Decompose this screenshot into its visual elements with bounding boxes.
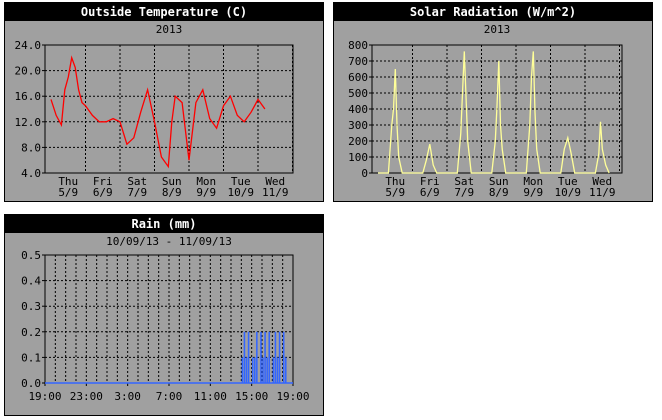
x-tick-day: Mon <box>523 175 543 188</box>
series-line <box>378 51 610 174</box>
x-tick-day: Sun <box>489 175 509 188</box>
x-tick-day: Sun <box>162 175 182 188</box>
y-tick-label: 24.0 <box>15 39 42 52</box>
x-tick-date: 9/9 <box>196 186 216 199</box>
x-tick-day: Thu <box>385 175 405 188</box>
x-tick-date: 7/9 <box>454 186 474 199</box>
rain-bar <box>253 357 256 383</box>
rain-bar <box>264 331 266 383</box>
x-tick-label: 11:00 <box>194 390 227 403</box>
rain-bar <box>274 331 277 383</box>
x-tick-day: Tue <box>231 175 251 188</box>
solar-radiation-panel: Solar Radiation (W/m^2) 2013 0 100 200 300 40… <box>333 2 653 202</box>
x-tick-day: Tue <box>558 175 578 188</box>
x-tick-date: 10/9 <box>228 186 255 199</box>
rain-bar <box>282 331 285 383</box>
rain-bar <box>284 357 287 383</box>
rain-bar <box>247 331 250 383</box>
x-tick-day: Sat <box>454 175 474 188</box>
x-tick-label: 19:00 <box>276 390 309 403</box>
rain-bar <box>251 357 254 383</box>
rain-chart: 10/09/13 - 11/09/13 0.0 0.1 0.2 0.3 0.4 0.5 19:… <box>21 235 309 403</box>
y-tick-label: 8.0 <box>21 141 41 154</box>
y-tick-label: 20.0 <box>15 65 42 78</box>
x-tick-day: Mon <box>196 175 216 188</box>
y-tick-label: 0 <box>361 167 368 180</box>
y-tick-label: 600 <box>348 71 368 84</box>
x-tick-date: 8/9 <box>162 186 182 199</box>
x-tick-day: Fri <box>93 175 113 188</box>
y-tick-label: 0.2 <box>21 326 41 339</box>
x-tick-label: 23:00 <box>70 390 103 403</box>
x-tick-date: 10/9 <box>555 186 582 199</box>
x-tick-date: 11/9 <box>262 186 289 199</box>
rain-bar <box>272 357 275 383</box>
solar-radiation-title: Solar Radiation (W/m^2) <box>334 3 652 21</box>
x-tick-day: Wed <box>265 175 285 188</box>
rain-bar <box>260 331 262 383</box>
rain-bar <box>256 331 258 383</box>
y-tick-label: 4.0 <box>21 167 41 180</box>
y-tick-label: 500 <box>348 87 368 100</box>
outside-temperature-panel: Outside Temperature (C) 2013 4.0 8.0 12.0 16… <box>4 2 324 202</box>
y-tick-label: 800 <box>348 39 368 52</box>
y-tick-label: 200 <box>348 135 368 148</box>
rain-bar <box>243 331 246 383</box>
series-line <box>50 55 266 169</box>
x-tick-label: 19:00 <box>28 390 61 403</box>
x-tick-label: 15:00 <box>235 390 268 403</box>
y-tick-label: 12.0 <box>15 116 42 129</box>
x-tick-day: Fri <box>420 175 440 188</box>
y-tick-label: 300 <box>348 119 368 132</box>
y-tick-label: 100 <box>348 151 368 164</box>
x-tick-day: Thu <box>58 175 78 188</box>
x-tick-date: 11/9 <box>589 186 616 199</box>
chart-subtitle: 2013 <box>484 23 511 36</box>
rain-bar <box>241 357 244 383</box>
rain-bar <box>268 331 271 383</box>
x-tick-label: 3:00 <box>114 390 141 403</box>
rain-bar <box>276 357 279 383</box>
rain-bar <box>278 331 281 383</box>
y-tick-label: 400 <box>348 103 368 116</box>
x-tick-day: Sat <box>127 175 147 188</box>
y-tick-label: 0.0 <box>21 377 41 390</box>
rain-bar <box>245 357 248 383</box>
y-tick-label: 0.4 <box>21 275 41 288</box>
y-tick-label: 700 <box>348 55 368 68</box>
x-tick-date: 6/9 <box>93 186 113 199</box>
outside-temperature-title: Outside Temperature (C) <box>5 3 323 21</box>
y-tick-label: 0.5 <box>21 249 41 262</box>
x-tick-date: 9/9 <box>523 186 543 199</box>
rain-bar <box>262 357 264 383</box>
rain-panel: Rain (mm) 10/09/13 - 11/09/13 0.0 0.1 0.2 0.… <box>4 214 324 416</box>
rain-title: Rain (mm) <box>5 215 323 233</box>
x-tick-date: 5/9 <box>385 186 405 199</box>
y-tick-label: 0.3 <box>21 300 41 313</box>
chart-subtitle: 10/09/13 - 11/09/13 <box>106 235 232 248</box>
x-tick-date: 7/9 <box>127 186 147 199</box>
chart-subtitle: 2013 <box>156 23 183 36</box>
x-tick-date: 8/9 <box>489 186 509 199</box>
y-tick-label: 0.1 <box>21 351 41 364</box>
x-tick-label: 7:00 <box>156 390 183 403</box>
x-tick-date: 6/9 <box>420 186 440 199</box>
rain-bar <box>266 357 268 383</box>
x-tick-day: Wed <box>592 175 612 188</box>
x-tick-date: 5/9 <box>58 186 78 199</box>
y-tick-label: 16.0 <box>15 90 42 103</box>
